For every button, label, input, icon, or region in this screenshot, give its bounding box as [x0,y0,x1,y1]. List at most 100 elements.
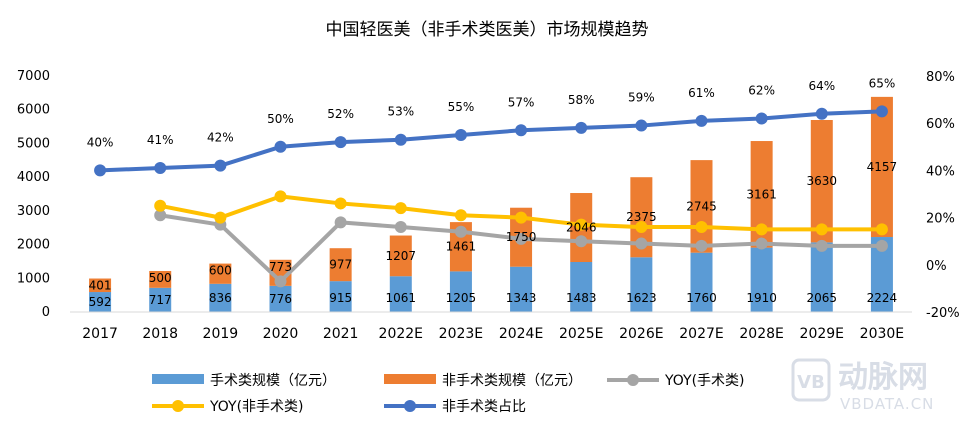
yoy-non-surgical-point [875,223,888,236]
lines [94,105,888,288]
bar-surgical [149,287,172,312]
x-axis-tick: 2028E [739,326,783,342]
x-axis-tick: 2024E [499,326,543,342]
label-non-surgical: 401 [89,279,112,293]
bar-surgical [209,283,232,312]
label-share: 52% [327,107,354,121]
bar-non-surgical [810,119,833,243]
bar-surgical [269,285,292,312]
left-axis-tick: 7000 [17,69,50,84]
bar-surgical [630,257,653,312]
non-surgical-share-point [635,119,648,132]
left-axis-tick: 6000 [17,103,50,118]
x-axis-tick: 2023E [439,326,483,342]
bar-non-surgical [690,160,713,253]
x-axis-tick: 2027E [679,326,723,342]
label-share: 53% [387,105,414,119]
label-non-surgical: 1461 [446,240,477,254]
x-axis: 2017 2018 2019 2020 2021 2022E 2023E 2024E 2025E… [82,326,904,342]
legend-swatch [152,374,204,384]
legend-label: YOY(非手术类) [209,399,304,415]
label-share: 64% [808,79,835,93]
bar-surgical [89,292,112,312]
right-axis-tick: 20% [926,212,955,227]
yoy-surgical-point [274,275,287,288]
non-surgical-share-point [454,129,467,141]
label-surgical: 1760 [686,291,717,305]
right-axis-tick: -20% [926,306,960,321]
label-non-surgical: 1750 [506,230,537,244]
label-surgical: 915 [329,291,352,305]
label-surgical: 592 [89,295,112,309]
label-share: 65% [869,76,896,90]
label-non-surgical: 500 [149,271,172,285]
legend-swatch [384,374,436,384]
yoy-non-surgical-point [394,202,407,215]
legend-label: 非手术类规模（亿元） [442,373,582,389]
label-share: 55% [448,100,475,114]
label-surgical: 1483 [566,291,597,305]
legend-label: 手术类规模（亿元） [210,373,336,389]
non-surgical-share-point [94,164,107,177]
yoy-surgical-point [515,232,528,245]
left-axis-tick: 4000 [17,170,50,185]
x-axis-tick: 2026E [619,326,663,342]
watermark-url: VBDATA.CN [840,395,934,413]
label-share: 57% [508,95,535,109]
label-share: 59% [628,91,655,105]
x-axis-tick: 2022E [379,326,423,342]
legend-label: 非手术类占比 [442,399,526,415]
yoy-surgical-point [755,237,768,250]
yoy-non-surgical-point [454,209,467,222]
yoy-non-surgical-point [515,211,528,224]
label-surgical: 1623 [626,291,657,305]
label-non-surgical: 2375 [626,210,657,224]
yoy-surgical-point [394,221,407,234]
right-axis-tick: 80% [926,70,955,85]
yoy-surgical-point [454,225,467,238]
left-axis-tick: 1000 [17,271,50,286]
yoy-surgical-point [334,216,347,229]
bar-surgical [810,242,833,312]
yoy-non-surgical-point [815,223,828,236]
label-share: 42% [207,131,234,145]
non-surgical-share-point [214,159,227,172]
yoy-non-surgical-point [635,221,648,234]
legend-swatch-marker [404,400,416,412]
bar-surgical [449,271,472,312]
yoy-surgical-point [154,209,167,222]
bar-non-surgical [870,96,893,238]
bar-non-surgical [449,222,472,272]
right-axis-tick: 60% [926,117,955,132]
yoy-non-surgical-point [154,199,167,212]
non-surgical-share-point [334,136,347,149]
label-share: 40% [87,135,114,149]
non-surgical-share-point [154,162,167,175]
x-axis-tick: 2020 [263,326,299,342]
right-axis-tick: 40% [926,164,955,179]
chart-title: 中国轻医美（非手术类医美）市场规模趋势 [326,20,649,40]
non-surgical-share-line [99,109,883,173]
bar-surgical [690,252,713,312]
label-share: 61% [688,86,715,100]
bar-non-surgical [329,248,352,282]
label-non-surgical: 2745 [686,199,717,213]
bar-non-surgical [389,235,412,277]
x-axis-tick: 2025E [559,326,603,342]
right-axis-tick: 0% [926,259,947,274]
left-axis-tick: 3000 [17,204,50,219]
left-axis-tick: 0 [42,305,50,320]
data-labels: 592 401 717 500 836 600 776 773 915 977 1061 1207 12… [87,76,897,309]
yoy-non-surgical-point [755,223,768,236]
label-share: 62% [748,83,775,97]
x-axis-tick: 2018 [142,326,178,342]
label-surgical: 776 [269,292,292,306]
bar-surgical [570,262,593,312]
right-axis: -20% 0% 20% 40% 60% 80% [926,70,960,321]
bar-surgical [510,266,533,312]
x-axis-tick: 2017 [82,326,118,342]
label-surgical: 836 [209,291,232,305]
x-axis-tick: 2019 [203,326,239,342]
label-surgical: 1910 [746,291,777,305]
label-surgical: 1343 [506,291,537,305]
